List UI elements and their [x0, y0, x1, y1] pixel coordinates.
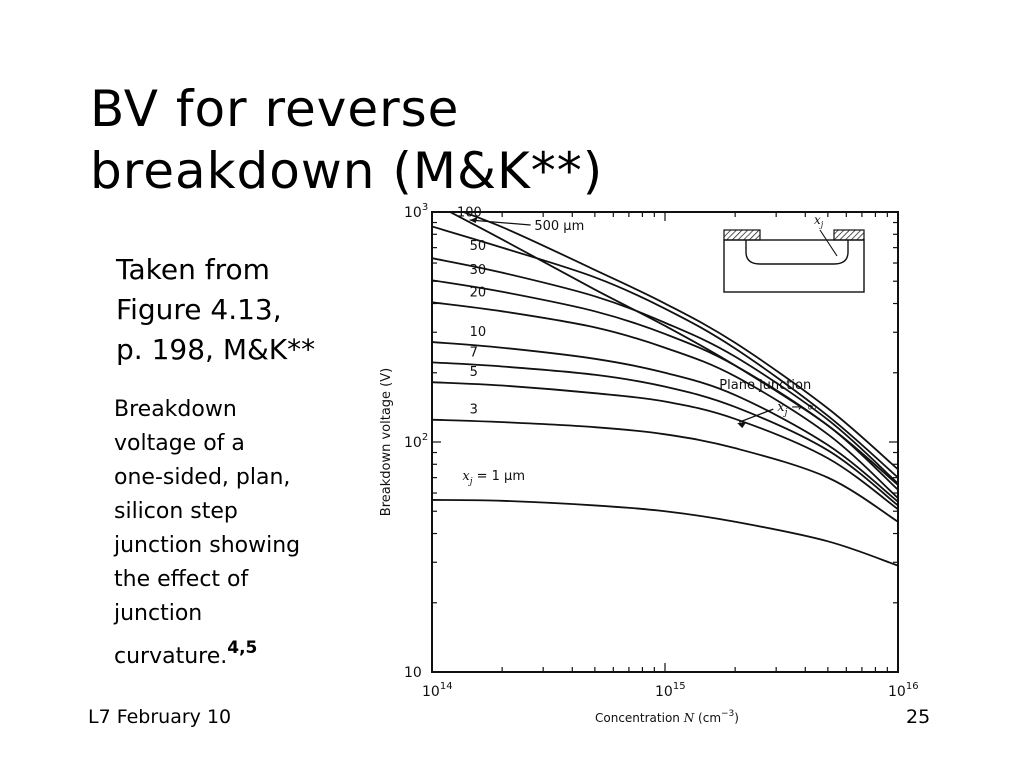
curve-plane-junction — [448, 212, 898, 486]
curve-series-8 — [432, 418, 898, 523]
x-tick-label: 1014 — [422, 681, 453, 700]
source-line: Figure 4.13, — [116, 293, 282, 326]
slide-title: BV for reverse breakdown (M&K**) — [90, 78, 710, 202]
title-line-1: BV for reverse — [90, 80, 460, 138]
y-tick-label: 103 — [404, 202, 428, 221]
source-reference: Taken from Figure 4.13, p. 198, M&K** — [116, 250, 356, 370]
caption-line: Breakdown — [114, 397, 237, 422]
x-axis-label: Concentration N (cm−3) — [595, 709, 739, 725]
series-label: 5 — [470, 365, 478, 380]
series-label-500um: 500 μm — [534, 219, 584, 234]
series-label: 20 — [470, 285, 487, 300]
caption-line-last: curvature.4,5 — [114, 631, 354, 674]
x-tick-label: 1016 — [888, 681, 919, 700]
footer-date: L7 February 10 — [88, 706, 232, 728]
curve-series-0 — [460, 212, 898, 471]
series-label: 7 — [470, 345, 478, 360]
curve-series-7 — [432, 381, 898, 510]
series-label: 10 — [470, 325, 487, 340]
title-line-2: breakdown (M&K**) — [90, 142, 604, 200]
caption-line: the effect of — [114, 567, 249, 592]
inset-oxide-left — [723, 229, 761, 241]
plane-junction-label: Plane junction — [719, 378, 811, 393]
breakdown-voltage-figure: 1014 1015 1016 10 102 103 Breakdown voltage (V… — [370, 200, 930, 730]
plane-junction-arrowhead — [737, 422, 747, 429]
caption-line: junction — [114, 601, 203, 626]
curve-series-6 — [432, 361, 898, 507]
plane-junction-condition: xj → ∞ — [777, 400, 817, 418]
series-leader-arrowhead — [469, 217, 478, 223]
series-label: 30 — [470, 263, 487, 278]
y-tick-label: 102 — [404, 432, 428, 451]
curve-series-4 — [432, 301, 898, 499]
inset-junction-profile — [745, 240, 849, 265]
curve-series-2 — [432, 257, 898, 485]
curve-series-1 — [432, 225, 898, 479]
inset-xj-label: xj — [814, 213, 824, 229]
source-line: p. 198, M&K** — [116, 333, 316, 366]
source-line: Taken from — [116, 253, 270, 286]
caption-references: 4,5 — [227, 638, 258, 658]
slide-number: 25 — [906, 706, 931, 728]
figure-caption: Breakdown voltage of a one-sided, plan, … — [114, 393, 354, 674]
caption-last-word: curvature. — [114, 644, 228, 669]
caption-line: voltage of a — [114, 431, 245, 456]
plane-junction-arrow — [739, 408, 774, 423]
caption-line: junction showing — [114, 533, 301, 558]
y-axis-label: Breakdown voltage (V) — [379, 368, 394, 516]
series-label-1um: xj = 1 μm — [462, 469, 525, 487]
caption-line: silicon step — [114, 499, 238, 524]
x-tick-label: 1015 — [655, 681, 686, 700]
curve-series-5 — [432, 341, 898, 503]
inset-xj-arrow — [819, 229, 838, 257]
series-label: 3 — [470, 403, 478, 418]
series-label: 100 — [457, 205, 482, 220]
caption-line: one-sided, plan, — [114, 465, 291, 490]
y-tick-label: 10 — [404, 665, 422, 681]
curve-series-9 — [432, 499, 898, 567]
series-label: 50 — [470, 239, 487, 254]
inset-substrate — [723, 239, 865, 293]
inset-oxide-right — [833, 229, 865, 241]
series-leader-line — [469, 219, 531, 226]
